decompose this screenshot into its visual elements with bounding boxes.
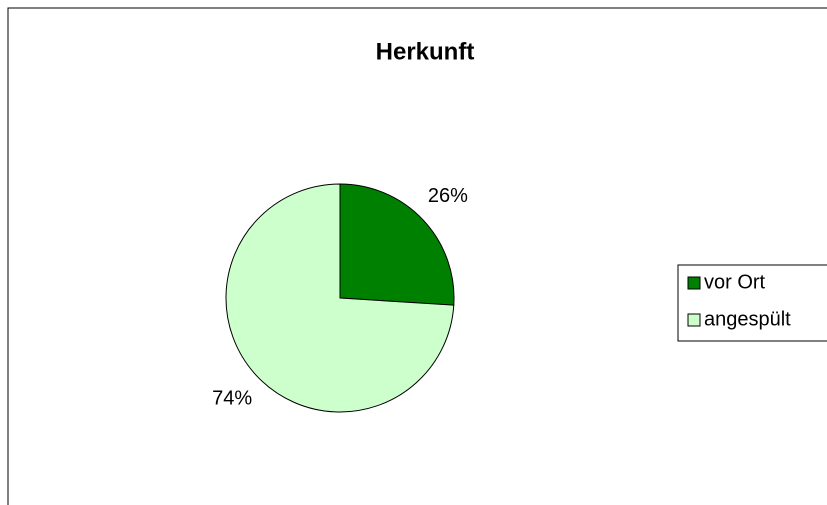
legend-swatch xyxy=(687,313,701,327)
pie-slice xyxy=(225,183,455,413)
legend-label: vor Ort xyxy=(704,271,766,293)
chart-title: Herkunft xyxy=(376,38,475,65)
data-label: 74% xyxy=(212,388,252,410)
pie-slice xyxy=(339,183,455,306)
legend-label: angespült xyxy=(704,308,791,330)
legend-swatch xyxy=(687,276,701,290)
data-label: 26% xyxy=(428,185,468,207)
legend-box xyxy=(677,264,827,342)
